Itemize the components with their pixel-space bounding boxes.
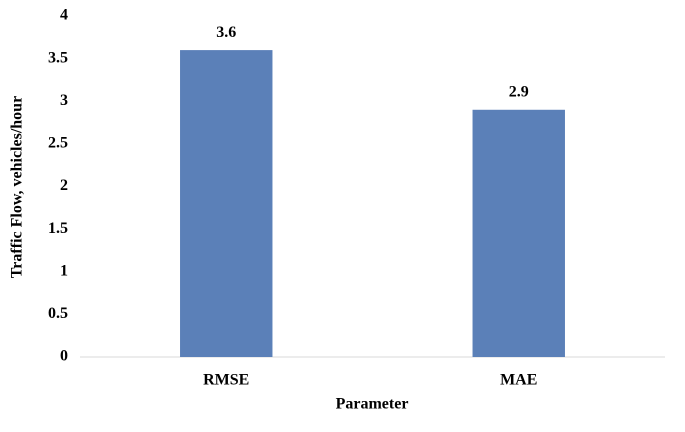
bar: [180, 50, 273, 357]
x-axis-label: Parameter: [336, 396, 409, 413]
y-tick-label: 2.5: [48, 135, 68, 152]
y-tick-label: 4: [60, 7, 68, 24]
x-tick-label: RMSE: [203, 372, 249, 389]
y-tick-label: 0: [60, 348, 68, 365]
x-tick-label: MAE: [500, 372, 537, 389]
y-tick-label: 3.5: [48, 49, 68, 66]
y-tick-label: 2: [60, 177, 68, 194]
y-tick-label: 1.5: [48, 220, 68, 237]
y-tick-label: 1: [60, 262, 68, 279]
data-label: 2.9: [509, 83, 529, 100]
y-tick-label: 0.5: [48, 305, 68, 322]
bar: [472, 109, 565, 358]
y-axis-label: Traffic Flow, vehicles/hour: [9, 96, 26, 278]
data-label: 3.6: [216, 24, 236, 41]
y-tick-label: 3: [60, 92, 68, 109]
